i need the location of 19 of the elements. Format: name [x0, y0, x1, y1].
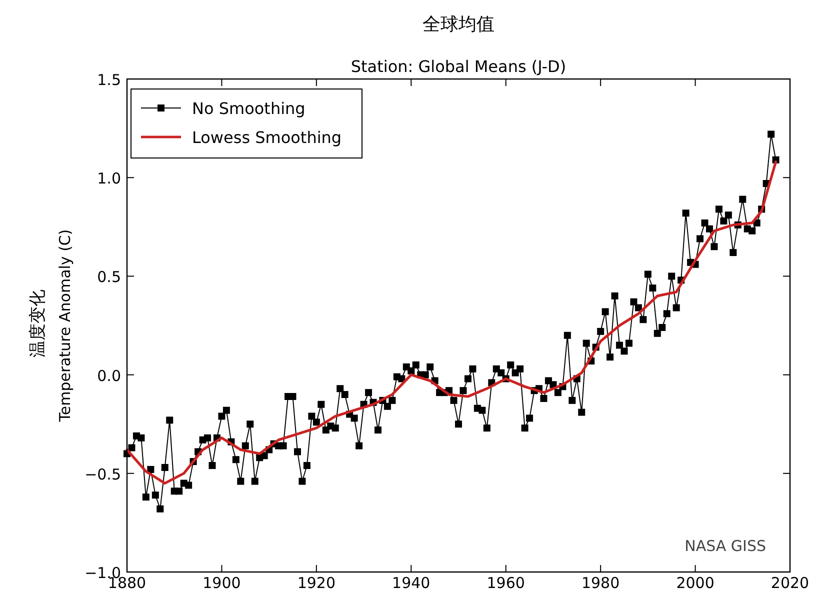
- x-tick-label: 1920: [297, 574, 336, 592]
- x-tick-label: 2020: [770, 574, 810, 592]
- subtitle: Station: Global Means (J-D): [350, 57, 566, 76]
- y-tick-label: 1.0: [97, 170, 121, 188]
- x-tick-label: 1900: [202, 574, 241, 592]
- legend-label: No Smoothing: [192, 99, 306, 118]
- x-tick-label: 1960: [486, 574, 525, 592]
- x-tick-label: 1940: [392, 574, 430, 592]
- ylabel: Temperature Anomaly (C): [56, 229, 74, 422]
- x-tick-label: 2000: [676, 574, 714, 592]
- x-tick-label: 1980: [581, 574, 620, 592]
- y-tick-label: 0.5: [97, 268, 121, 286]
- y-tick-label: −0.5: [84, 465, 121, 484]
- y-tick-label: 0.0: [97, 366, 121, 385]
- y-tick-label: 1.5: [97, 71, 121, 89]
- legend-label: Lowess Smoothing: [192, 128, 342, 147]
- title: 全球均值: [422, 14, 494, 35]
- annotation: NASA GISS: [684, 537, 766, 555]
- annotation: 温度变化: [28, 290, 48, 358]
